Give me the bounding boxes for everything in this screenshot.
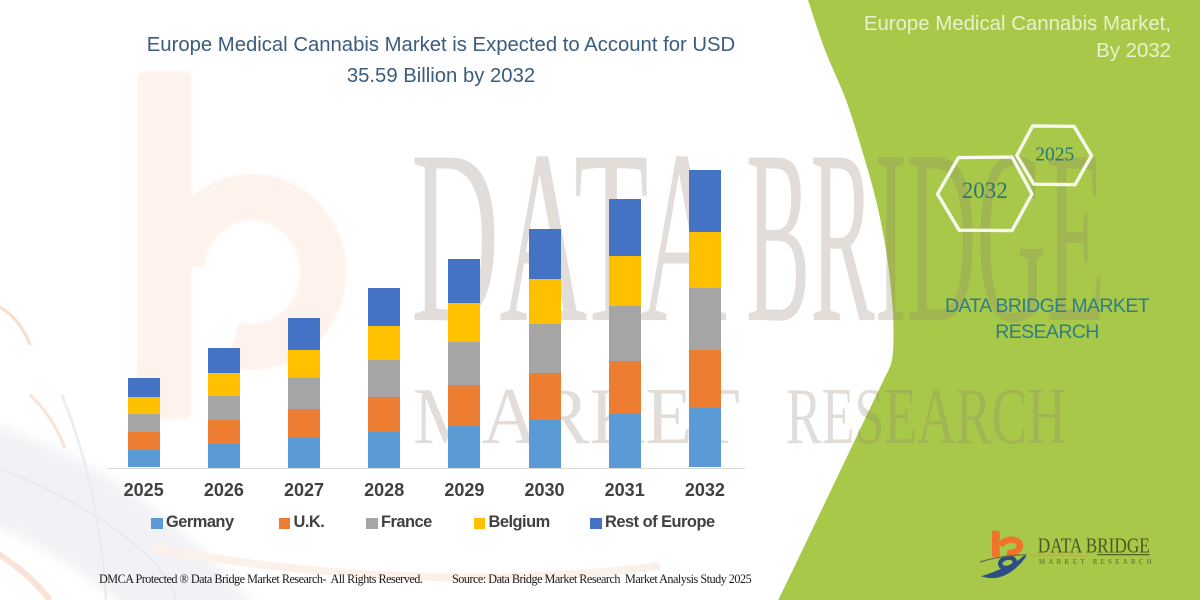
svg-text:MARKET RESEARCH: MARKET RESEARCH	[1039, 559, 1155, 566]
svg-text:RESEARCH: RESEARCH	[786, 373, 1066, 461]
svg-text:DATA BRIDGE: DATA BRIDGE	[1038, 533, 1150, 557]
svg-text:2025: 2025	[1035, 144, 1074, 165]
svg-text:2032: 2032	[962, 178, 1008, 203]
svg-text:BRIDGE: BRIDGE	[746, 99, 1105, 374]
